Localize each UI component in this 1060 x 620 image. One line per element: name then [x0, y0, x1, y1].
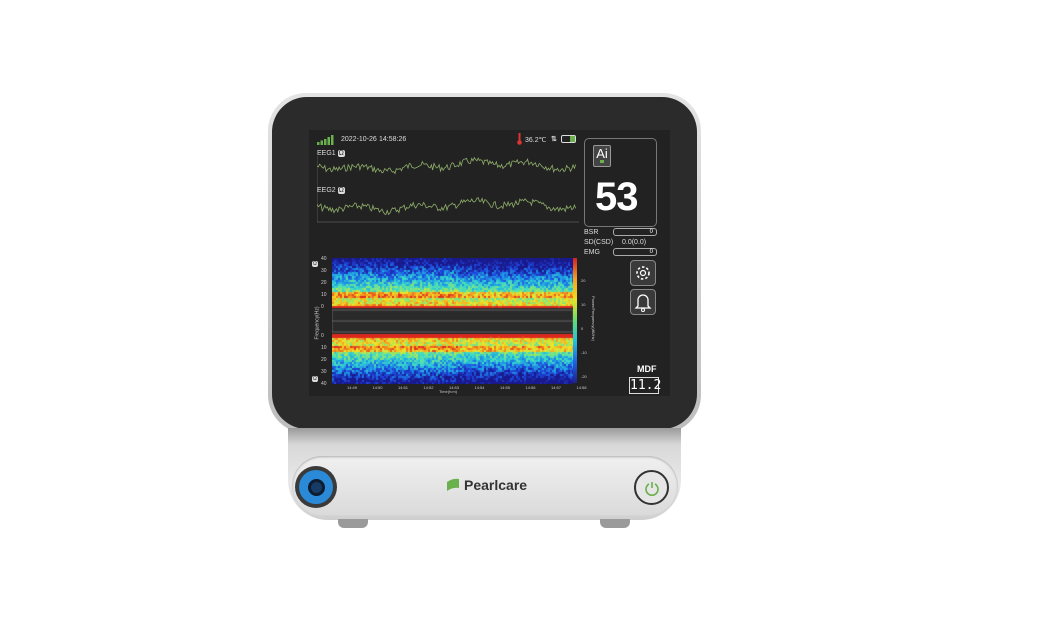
gear-icon — [636, 266, 650, 280]
y-tick: 40 — [321, 381, 327, 387]
x-tick: 14:51 — [398, 385, 409, 390]
x-tick: 14:54 — [474, 385, 485, 390]
eeg1-label: EEG1 Ω — [317, 150, 345, 157]
emg-label: EMG — [584, 249, 600, 256]
x-tick: 14:49 — [347, 385, 358, 390]
emg-value: 0 — [613, 248, 657, 256]
foot-left — [338, 519, 368, 528]
eeg1-trace — [317, 156, 577, 175]
x-tick: 14:52 — [423, 385, 434, 390]
x-tick: 14:57 — [551, 385, 562, 390]
eeg-waveforms — [317, 156, 579, 223]
base-front-panel — [292, 456, 678, 516]
date: 2022-10-26 — [341, 136, 377, 143]
sd-label: SD(CSD) — [584, 239, 614, 246]
colorbar — [573, 258, 577, 383]
y-axis-label: Frequency(Hz) — [314, 306, 321, 340]
bell-icon — [634, 294, 652, 312]
mdf-label: MDF — [637, 364, 657, 374]
x-axis-label: Time(h:m) — [439, 389, 458, 394]
thermometer-icon — [517, 133, 522, 145]
index-value: 53 — [595, 175, 638, 219]
sd-value: 0.0(0.0) — [622, 239, 647, 246]
x-tick: 14:56 — [525, 385, 536, 390]
eeg2-trace — [317, 197, 577, 216]
y-tick: 20 — [321, 357, 327, 363]
brand-logo: Pearlcare — [446, 477, 527, 493]
y-tick: 20 — [321, 280, 327, 286]
time: 14:58:26 — [379, 136, 407, 143]
y-tick: 10 — [321, 292, 327, 298]
alarm-button[interactable] — [630, 289, 656, 315]
transfer-icon: ⇅ — [551, 136, 557, 143]
colorbar-label: Power/Frequency(dB/Hz) — [590, 296, 596, 341]
y-tick: 0 — [321, 333, 324, 339]
x-tick: 14:53 — [449, 385, 460, 390]
temperature: 36.2℃ — [525, 137, 547, 144]
y-tick: 0 — [321, 304, 324, 310]
x-tick: 14:58 — [576, 385, 587, 390]
eeg2-label: EEG2 Ω — [317, 187, 345, 194]
bsr-value: 0 — [613, 228, 657, 236]
colorbar-tick: 0 — [581, 326, 584, 331]
ai-badge[interactable]: Ai — [593, 145, 611, 167]
colorbar-tick: -20 — [581, 374, 587, 379]
colorbar-tick: 20 — [581, 278, 586, 283]
y-tick: 10 — [321, 345, 327, 351]
settings-button[interactable] — [630, 260, 656, 286]
sensor-port[interactable] — [295, 466, 337, 508]
brand-name: Pearlcare — [464, 477, 528, 493]
power-button[interactable] — [634, 470, 669, 505]
impedance-badge[interactable]: Ω — [337, 150, 345, 157]
battery-icon — [561, 135, 576, 143]
channel-badge[interactable]: Ω — [312, 261, 318, 267]
y-tick: 30 — [321, 268, 327, 274]
mdf-value: 11.2 — [629, 377, 662, 394]
channel-badge[interactable]: Ω — [312, 376, 318, 382]
y-tick: 30 — [321, 369, 327, 375]
index-panel: Ai 53 — [584, 138, 657, 227]
leaf-logo-icon — [447, 478, 459, 491]
bsr-label: BSR — [584, 229, 599, 236]
foot-right — [600, 519, 630, 528]
density-spectral-array — [332, 258, 573, 384]
y-tick: 40 — [321, 256, 327, 262]
colorbar-tick: -10 — [581, 350, 587, 355]
power-icon — [644, 481, 659, 496]
signal-icon — [317, 135, 334, 145]
x-tick: 14:50 — [372, 385, 383, 390]
impedance-badge[interactable]: Ω — [337, 187, 345, 194]
colorbar-tick: 10 — [581, 302, 586, 307]
x-tick: 14:55 — [500, 385, 511, 390]
screen: 2022-10-26 14:58:26 36.2℃ ⇅ EEG1 Ω EEG2 … — [309, 130, 670, 396]
